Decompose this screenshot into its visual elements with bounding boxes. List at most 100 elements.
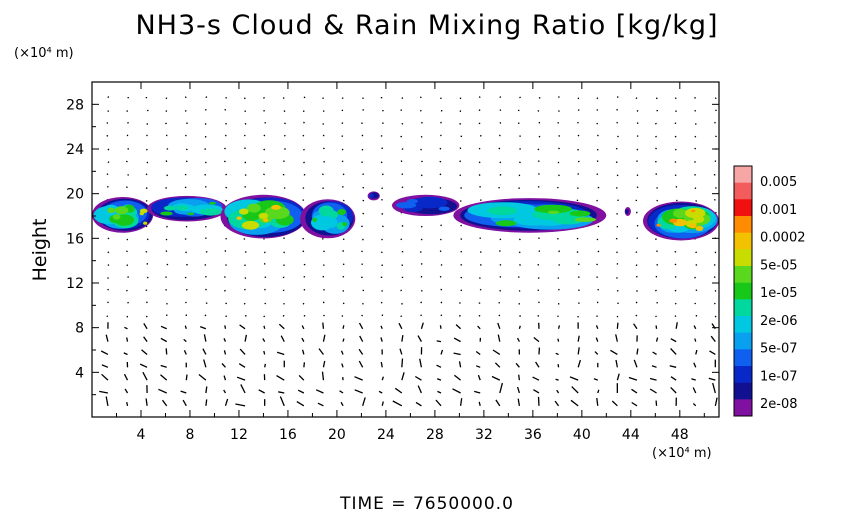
velocity-arrow xyxy=(420,289,423,292)
velocity-arrow xyxy=(361,225,363,228)
velocity-arrow xyxy=(695,349,698,355)
velocity-arrow xyxy=(577,359,582,368)
velocity-arrow xyxy=(378,390,383,394)
velocity-arrow xyxy=(205,386,208,394)
velocity-arrow xyxy=(126,250,128,253)
velocity-arrow xyxy=(258,389,265,394)
velocity-arrow xyxy=(264,288,266,291)
velocity-arrow xyxy=(656,187,659,189)
colorbar-label: 2e-06 xyxy=(760,314,798,329)
velocity-arrow xyxy=(380,301,383,304)
velocity-arrow xyxy=(126,264,129,267)
velocity-arrow xyxy=(381,198,383,201)
velocity-arrow xyxy=(479,264,482,266)
velocity-arrow xyxy=(439,275,442,278)
colorbar-label: 2e-08 xyxy=(760,397,798,412)
velocity-arrow xyxy=(615,359,618,368)
velocity-arrow xyxy=(185,148,188,151)
velocity-arrow xyxy=(558,110,560,112)
velocity-arrow xyxy=(420,121,423,124)
velocity-arrow xyxy=(401,334,404,342)
velocity-arrow xyxy=(499,161,502,164)
velocity-arrow xyxy=(283,160,285,163)
velocity-arrow xyxy=(616,373,620,381)
velocity-arrow xyxy=(298,374,305,381)
velocity-arrow xyxy=(635,301,638,304)
velocity-arrow xyxy=(279,396,285,407)
velocity-arrow xyxy=(708,377,716,381)
velocity-arrow xyxy=(477,325,481,330)
velocity-arrow xyxy=(124,388,129,394)
velocity-arrow xyxy=(532,376,540,381)
cloud-contour xyxy=(143,221,148,225)
velocity-arrow xyxy=(184,134,187,137)
velocity-arrow xyxy=(417,385,423,394)
velocity-arrow xyxy=(224,325,227,329)
velocity-arrow xyxy=(204,264,207,266)
velocity-arrow xyxy=(497,334,501,342)
velocity-arrow xyxy=(165,276,167,279)
velocity-arrow xyxy=(656,301,659,304)
velocity-arrow xyxy=(302,134,305,137)
velocity-arrow xyxy=(419,109,422,112)
velocity-arrow xyxy=(554,400,560,407)
velocity-arrow xyxy=(518,238,521,241)
velocity-arrow xyxy=(437,390,442,394)
velocity-arrow xyxy=(635,264,638,267)
velocity-arrow xyxy=(145,148,148,151)
cloud-contour xyxy=(271,204,281,210)
velocity-arrow xyxy=(323,250,325,253)
velocity-arrow xyxy=(499,238,502,241)
cloud-contour xyxy=(553,215,584,225)
velocity-arrow xyxy=(302,250,305,253)
velocity-arrow xyxy=(615,334,618,342)
velocity-arrow xyxy=(400,135,403,138)
velocity-arrow xyxy=(436,364,442,368)
velocity-arrow xyxy=(283,134,286,137)
y-tick-label: 4 xyxy=(75,365,84,381)
velocity-arrow xyxy=(223,350,227,355)
velocity-arrow xyxy=(322,187,325,190)
cloud-blob xyxy=(300,199,356,239)
colorbar-label: 0.001 xyxy=(760,203,797,218)
velocity-arrow xyxy=(362,212,365,215)
velocity-arrow xyxy=(361,250,363,253)
velocity-arrow xyxy=(417,335,422,342)
cloud-contour xyxy=(241,220,260,230)
y-tick-label: 8 xyxy=(75,321,84,337)
y-tick-label: 24 xyxy=(66,142,84,158)
colorbar-label: 0.0002 xyxy=(760,231,806,246)
velocity-arrow xyxy=(518,325,521,329)
velocity-arrow xyxy=(499,276,502,278)
velocity-arrow xyxy=(145,398,148,406)
velocity-arrow xyxy=(435,399,442,407)
velocity-arrow xyxy=(674,302,677,305)
x-tick-label: 28 xyxy=(426,427,444,443)
velocity-arrow xyxy=(633,359,638,368)
velocity-arrow xyxy=(127,174,130,176)
y-tick-label: 20 xyxy=(66,187,84,203)
velocity-arrow xyxy=(577,134,580,137)
velocity-arrow xyxy=(296,401,305,407)
velocity-arrow xyxy=(636,348,639,355)
velocity-arrow xyxy=(674,174,677,177)
velocity-arrow xyxy=(419,358,423,368)
velocity-arrow xyxy=(478,96,481,99)
velocity-arrow xyxy=(616,322,619,329)
velocity-arrow xyxy=(205,96,208,99)
velocity-arrow xyxy=(498,314,501,317)
velocity-arrow xyxy=(675,322,678,329)
velocity-arrow xyxy=(715,135,717,138)
velocity-arrow xyxy=(576,237,579,240)
velocity-arrow xyxy=(235,403,246,407)
x-tick-label: 48 xyxy=(671,427,689,443)
cloud-contour xyxy=(685,207,706,219)
cloud-contour xyxy=(406,199,418,204)
velocity-arrow xyxy=(597,389,600,394)
colorbar-swatch xyxy=(734,366,752,384)
velocity-arrow xyxy=(127,301,130,304)
velocity-arrow xyxy=(301,337,305,342)
velocity-arrow xyxy=(440,314,443,317)
velocity-arrow xyxy=(322,264,325,267)
velocity-arrow xyxy=(517,276,520,278)
